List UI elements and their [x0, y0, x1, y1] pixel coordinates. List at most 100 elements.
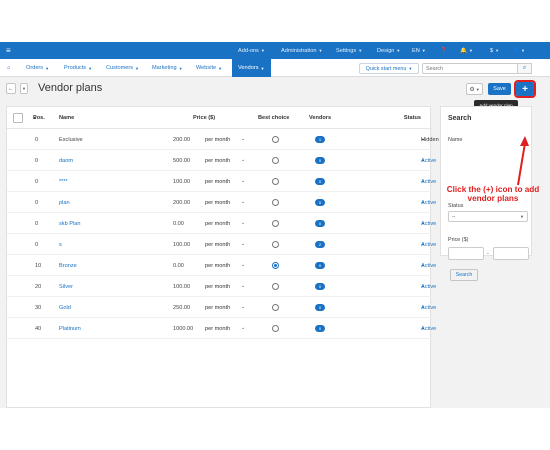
save-button[interactable]: Save [488, 83, 511, 95]
vendors-count-badge[interactable]: 0 [315, 220, 325, 227]
row-period-select[interactable]: per month [205, 137, 231, 143]
price-to-input[interactable] [493, 247, 529, 260]
quick-start-menu[interactable]: Quick start menu ▼ [359, 63, 419, 74]
column-price[interactable]: Price ($) [193, 115, 216, 121]
best-choice-radio[interactable] [272, 199, 279, 206]
chevron-down-icon[interactable]: ⌄ [241, 199, 246, 205]
best-choice-radio[interactable] [272, 178, 279, 185]
column-status[interactable]: Status [403, 115, 421, 121]
topbar-language[interactable]: EN ▼ [412, 47, 426, 54]
row-name-link[interactable]: daom [59, 158, 73, 164]
chevron-down-icon[interactable]: ⌄ [241, 136, 246, 142]
row-period-select[interactable]: per month [205, 200, 231, 206]
row-position[interactable]: 0 [35, 200, 39, 206]
chevron-down-icon[interactable]: ⌄ [241, 262, 246, 268]
nav-orders[interactable]: Orders ▼ [26, 65, 50, 71]
chevron-down-icon[interactable]: ⌄ [241, 283, 246, 289]
row-price[interactable]: 0.00 [173, 221, 184, 227]
vendors-count-badge[interactable]: 2 [315, 241, 325, 248]
vendors-count-badge[interactable]: 0 [315, 178, 325, 185]
chevron-down-icon[interactable]: ⌄ [241, 220, 246, 226]
row-price[interactable]: 100.00 [173, 179, 191, 185]
vendors-count-badge[interactable]: 1 [315, 136, 325, 143]
topbar-design[interactable]: Design ▼ [377, 47, 401, 54]
column-best-choice[interactable]: Best choice [258, 115, 290, 121]
row-period-select[interactable]: per month [205, 326, 231, 332]
chevron-down-icon[interactable]: ⌄ [241, 241, 246, 247]
row-name-link[interactable]: Bronze [59, 263, 77, 269]
row-name-link[interactable]: Silver [59, 284, 73, 290]
row-price[interactable]: 100.00 [173, 242, 191, 248]
row-name-link[interactable]: Gold [59, 305, 71, 311]
help-icon[interactable]: ❓ [440, 47, 447, 54]
home-icon[interactable]: ⌂ [7, 65, 11, 71]
best-choice-radio[interactable] [272, 283, 279, 290]
row-position[interactable]: 40 [35, 326, 42, 332]
notifications-bell-icon[interactable]: 🔔 ▼ [460, 47, 473, 54]
row-period-select[interactable]: per month [205, 263, 231, 269]
row-price[interactable]: 250.00 [173, 305, 191, 311]
topbar-currency[interactable]: $ ▼ [490, 47, 500, 54]
vendors-count-badge[interactable]: 0 [315, 199, 325, 206]
price-from-input[interactable] [448, 247, 484, 260]
row-name-link[interactable]: s [59, 242, 62, 248]
gear-icon[interactable]: ⚙ ▼ [466, 83, 483, 95]
menu-icon[interactable]: ≡ [6, 46, 11, 55]
vendors-count-badge[interactable]: 0 [315, 262, 325, 269]
chevron-down-icon[interactable]: ▼ [20, 83, 28, 94]
row-position[interactable]: 0 [35, 158, 39, 164]
topbar-settings[interactable]: Settings ▼ [336, 47, 363, 54]
row-name-link[interactable]: Exclusive [59, 137, 83, 143]
best-choice-radio[interactable] [272, 304, 279, 311]
chevron-down-icon[interactable]: ⌄ [241, 178, 246, 184]
row-period-select[interactable]: per month [205, 284, 231, 290]
vendors-count-badge[interactable]: 0 [315, 157, 325, 164]
chevron-down-icon[interactable]: ⌄ [241, 325, 246, 331]
row-price[interactable]: 200.00 [173, 200, 191, 206]
nav-products[interactable]: Products ▼ [64, 65, 93, 71]
topbar-addons[interactable]: Add-ons ▼ [238, 47, 265, 54]
best-choice-radio[interactable] [272, 136, 279, 143]
best-choice-radio[interactable] [272, 220, 279, 227]
best-choice-radio[interactable] [272, 325, 279, 332]
row-position[interactable]: 0 [35, 221, 39, 227]
row-position[interactable]: 10 [35, 263, 42, 269]
row-price[interactable]: 1000.00 [173, 326, 194, 332]
row-price[interactable]: 200.00 [173, 137, 191, 143]
search-button[interactable]: Search [450, 269, 478, 281]
row-period-select[interactable]: per month [205, 221, 231, 227]
row-period-select[interactable]: per month [205, 179, 231, 185]
row-position[interactable]: 20 [35, 284, 42, 290]
row-position[interactable]: 0 [35, 137, 39, 143]
user-icon[interactable]: 👤 ▼ [512, 47, 525, 54]
row-name-link[interactable]: **** [59, 179, 68, 185]
search-icon[interactable]: ⌕ [518, 63, 532, 74]
row-price[interactable]: 0.00 [173, 263, 184, 269]
nav-customers[interactable]: Customers ▼ [106, 65, 140, 71]
row-period-select[interactable]: per month [205, 242, 231, 248]
row-price[interactable]: 100.00 [173, 284, 191, 290]
global-search-input[interactable] [422, 63, 518, 74]
chevron-down-icon[interactable]: ⌄ [241, 304, 246, 310]
best-choice-radio[interactable] [272, 157, 279, 164]
best-choice-radio[interactable] [272, 262, 279, 269]
row-position[interactable]: 0 [35, 179, 39, 185]
nav-vendors[interactable]: Vendors ▼ [232, 59, 271, 77]
nav-website[interactable]: Website ▼ [196, 65, 223, 71]
row-period-select[interactable]: per month [205, 305, 231, 311]
row-period-select[interactable]: per month [205, 158, 231, 164]
row-name-link[interactable]: skb Plan [59, 221, 81, 227]
column-name[interactable]: Name [59, 115, 75, 121]
vendors-count-badge[interactable]: 0 [315, 304, 325, 311]
back-arrow-icon[interactable]: ← [6, 83, 16, 94]
status-select[interactable]: -- ▼ [448, 211, 528, 222]
add-vendor-plan-button[interactable]: + [514, 80, 536, 98]
vendors-count-badge[interactable]: 0 [315, 283, 325, 290]
nav-marketing[interactable]: Marketing ▼ [152, 65, 183, 71]
row-position[interactable]: 30 [35, 305, 42, 311]
row-price[interactable]: 500.00 [173, 158, 191, 164]
best-choice-radio[interactable] [272, 241, 279, 248]
select-all-checkbox[interactable] [13, 113, 23, 123]
row-name-link[interactable]: plan [59, 200, 70, 206]
column-vendors[interactable]: Vendors [309, 115, 332, 121]
